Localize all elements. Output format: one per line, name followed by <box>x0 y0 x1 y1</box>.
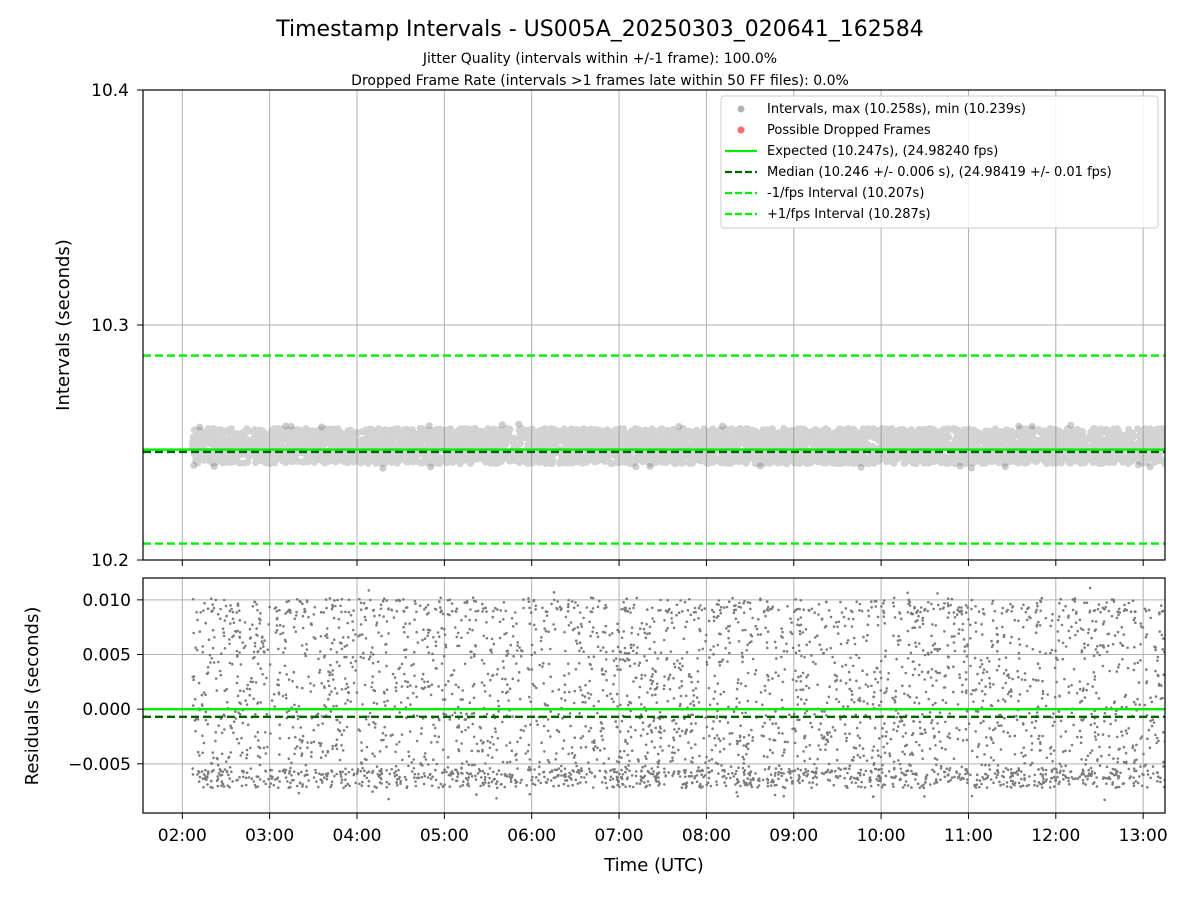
interval-outlier-points <box>190 420 1154 472</box>
residuals-axes-frame <box>142 577 1166 814</box>
chart-subtitle-dropped: Dropped Frame Rate (intervals >1 frames … <box>351 73 849 89</box>
intervals-panel: 10.2 10.3 10.4 Intervals (seconds) Interva… <box>53 81 1166 571</box>
intervals-y-ticks: 10.2 10.3 10.4 <box>91 81 143 571</box>
residuals-y-tick-label-3: 0.010 <box>82 591 131 611</box>
chart-subtitle-jitter: Jitter Quality (intervals within +/-1 fr… <box>422 51 777 67</box>
intervals-x-ticks <box>181 560 1144 566</box>
residuals-y-tick-label-1: 0.000 <box>82 700 131 720</box>
legend-label-minus: -1/fps Interval (10.207s) <box>767 186 924 201</box>
intervals-y-tick-label-2: 10.4 <box>91 81 129 101</box>
legend: Intervals, max (10.258s), min (10.239s) … <box>720 95 1159 229</box>
x-tick-label-10: 12:00 <box>1031 826 1080 846</box>
residuals-y-tick-label-0: −0.005 <box>68 755 131 775</box>
legend-marker-intervals <box>737 105 745 113</box>
legend-label-intervals: Intervals, max (10.258s), min (10.239s) <box>767 102 1026 117</box>
legend-marker-dropped <box>737 126 745 134</box>
x-tick-label-6: 08:00 <box>682 826 731 846</box>
x-tick-label-2: 04:00 <box>333 826 382 846</box>
x-tick-label-9: 11:00 <box>944 826 993 846</box>
legend-box <box>720 95 1159 229</box>
x-axis-label: Time (UTC) <box>603 855 704 876</box>
x-tick-label-0: 02:00 <box>158 826 207 846</box>
legend-label-median: Median (10.246 +/- 0.006 s), (24.98419 +… <box>767 165 1112 180</box>
intervals-reference-lines <box>143 354 1165 545</box>
residuals-panel: −0.005 0.000 0.005 0.010 02:00 03:00 04:00 05:… <box>22 577 1168 876</box>
residual-points <box>191 586 1165 802</box>
x-tick-label-5: 07:00 <box>595 826 644 846</box>
legend-label-dropped: Possible Dropped Frames <box>767 123 931 138</box>
residuals-y-ticks: −0.005 0.000 0.005 0.010 <box>68 591 143 775</box>
x-tick-label-3: 05:00 <box>420 826 469 846</box>
residuals-y-tick-label-2: 0.005 <box>82 646 131 666</box>
intervals-y-axis-label: Intervals (seconds) <box>53 239 74 411</box>
x-tick-label-8: 10:00 <box>857 826 906 846</box>
x-tick-label-7: 09:00 <box>769 826 818 846</box>
residuals-reference-lines <box>143 707 1165 719</box>
residuals-x-ticks: 02:00 03:00 04:00 05:00 06:00 07:00 08:00 09:00… <box>158 813 1168 846</box>
legend-label-plus: +1/fps Interval (10.287s) <box>767 207 931 222</box>
x-tick-label-4: 06:00 <box>507 826 556 846</box>
intervals-scatter <box>189 420 1165 472</box>
x-tick-label-11: 13:00 <box>1119 826 1168 846</box>
residuals-scatter <box>191 586 1165 802</box>
intervals-y-tick-label-1: 10.3 <box>91 316 129 336</box>
intervals-y-tick-label-0: 10.2 <box>91 551 129 571</box>
residuals-y-axis-label: Residuals (seconds) <box>22 607 43 786</box>
legend-label-expected: Expected (10.247s), (24.98240 fps) <box>767 144 998 159</box>
interval-points <box>189 424 1165 468</box>
chart-title: Timestamp Intervals - US005A_20250303_02… <box>275 17 924 42</box>
x-tick-label-1: 03:00 <box>245 826 294 846</box>
